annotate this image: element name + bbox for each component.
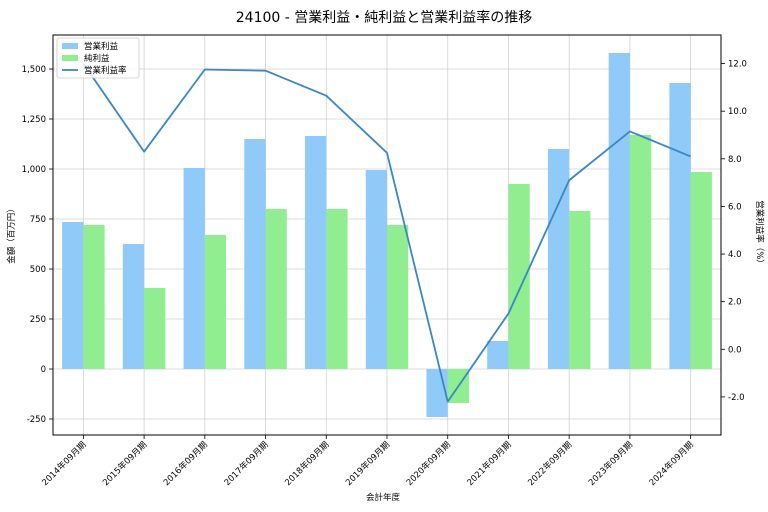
bar-net-profit bbox=[144, 288, 166, 369]
y-tick-label-right: 4.0 bbox=[728, 250, 742, 260]
x-tick-label: 2015年09月期 bbox=[100, 439, 149, 488]
y-tick-label-left: 1,500 bbox=[22, 65, 46, 75]
y-tick-label-right: 6.0 bbox=[728, 202, 742, 212]
bar-operating-profit bbox=[244, 139, 266, 369]
bar-operating-profit bbox=[547, 149, 570, 369]
x-tick-label: 2023年09月期 bbox=[586, 439, 635, 488]
y-tick-label-right: 12.0 bbox=[728, 60, 747, 70]
y-tick-label-left: 750 bbox=[30, 215, 46, 225]
bar-net-profit bbox=[387, 225, 409, 369]
bar-net-profit bbox=[83, 225, 105, 369]
y-tick-label-left: 250 bbox=[30, 315, 46, 325]
bar-operating-profit bbox=[122, 244, 145, 369]
x-tick-label: 2024年09月期 bbox=[647, 439, 696, 488]
bar-net-profit bbox=[326, 209, 348, 369]
bars bbox=[62, 53, 712, 417]
bar-net-profit bbox=[569, 211, 591, 369]
legend-label: 営業利益 bbox=[84, 41, 119, 52]
bar-operating-profit bbox=[305, 136, 327, 369]
y-tick-label-left: 1,000 bbox=[22, 165, 46, 175]
x-tick-label: 2018年09月期 bbox=[283, 439, 332, 488]
bar-operating-profit bbox=[62, 222, 84, 369]
y-tick-label-left: 500 bbox=[30, 265, 46, 275]
y-axis-label-right: 営業利益率（%） bbox=[754, 200, 765, 268]
y-tick-label-right: 8.0 bbox=[728, 155, 742, 165]
bar-operating-profit bbox=[487, 341, 509, 369]
bar-net-profit bbox=[629, 135, 652, 369]
y-tick-label-left: 1,250 bbox=[22, 115, 46, 125]
y-axis-label-left: 金額（百万円） bbox=[6, 204, 17, 264]
legend-swatch bbox=[62, 55, 78, 61]
y-tick-label-right: -2.0 bbox=[728, 393, 745, 403]
bar-operating-profit bbox=[183, 168, 205, 369]
x-tick-label: 2020年09月期 bbox=[404, 439, 453, 488]
bar-operating-profit bbox=[608, 53, 630, 369]
bar-operating-profit bbox=[426, 369, 448, 417]
x-axis-label: 会計年度 bbox=[366, 492, 401, 503]
y-tick-label-right: 10.0 bbox=[728, 107, 747, 117]
bar-net-profit bbox=[265, 209, 287, 369]
legend-swatch bbox=[62, 43, 78, 49]
line-series bbox=[82, 63, 691, 403]
bar-operating-profit bbox=[669, 83, 691, 369]
chart-title: 24100 - 営業利益・純利益と営業利益率の推移 bbox=[236, 9, 533, 26]
y-tick-label-left: -250 bbox=[27, 415, 46, 425]
y-tick-label-right: 2.0 bbox=[728, 298, 742, 308]
x-tick-label: 2016年09月期 bbox=[161, 439, 210, 488]
bar-net-profit bbox=[508, 184, 530, 369]
legend-label: 純利益 bbox=[84, 53, 110, 64]
x-tick-label: 2019年09月期 bbox=[343, 439, 392, 488]
bar-net-profit bbox=[204, 235, 227, 369]
line-operating-margin bbox=[82, 63, 691, 403]
bar-operating-profit bbox=[365, 170, 387, 369]
x-tick-label: 2022年09月期 bbox=[526, 439, 575, 488]
x-tick-label: 2017年09月期 bbox=[222, 439, 271, 488]
x-tick-label: 2014年09月期 bbox=[40, 439, 89, 488]
legend-label: 営業利益率 bbox=[84, 65, 127, 76]
y-tick-label-right: 0.0 bbox=[728, 345, 742, 355]
y-tick-label-left: 0 bbox=[41, 365, 46, 375]
bar-net-profit bbox=[690, 172, 712, 369]
x-tick-label: 2021年09月期 bbox=[465, 439, 514, 488]
